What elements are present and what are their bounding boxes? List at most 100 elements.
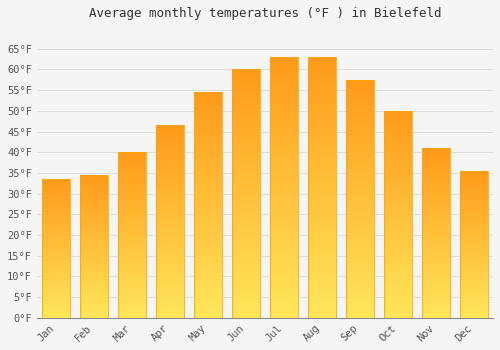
Bar bbox=[422, 243, 450, 246]
Bar bbox=[346, 208, 374, 213]
Bar bbox=[422, 230, 450, 233]
Bar bbox=[308, 68, 336, 73]
Bar bbox=[384, 186, 411, 189]
Bar bbox=[156, 183, 184, 187]
Bar bbox=[384, 132, 411, 136]
Bar bbox=[156, 264, 184, 268]
Bar bbox=[42, 188, 70, 190]
Bar bbox=[80, 258, 108, 261]
Bar bbox=[156, 233, 184, 237]
Bar bbox=[232, 298, 260, 303]
Bar bbox=[460, 230, 487, 233]
Bar bbox=[422, 236, 450, 240]
Bar bbox=[460, 236, 487, 238]
Bar bbox=[156, 125, 184, 129]
Bar bbox=[156, 291, 184, 295]
Bar bbox=[156, 225, 184, 229]
Bar bbox=[232, 209, 260, 214]
Bar bbox=[42, 237, 70, 240]
Bar bbox=[270, 156, 297, 161]
Bar bbox=[384, 181, 411, 186]
Bar bbox=[308, 313, 336, 318]
Bar bbox=[308, 245, 336, 250]
Bar bbox=[346, 118, 374, 122]
Bar bbox=[422, 280, 450, 284]
Bar bbox=[80, 232, 108, 235]
Bar bbox=[270, 73, 297, 78]
Bar bbox=[308, 276, 336, 281]
Bar bbox=[270, 276, 297, 281]
Bar bbox=[156, 275, 184, 279]
Bar bbox=[80, 286, 108, 289]
Bar bbox=[42, 276, 70, 279]
Bar bbox=[156, 137, 184, 141]
Bar bbox=[270, 203, 297, 208]
Bar bbox=[346, 261, 374, 266]
Bar bbox=[460, 286, 487, 288]
Bar bbox=[118, 162, 146, 166]
Bar bbox=[346, 146, 374, 151]
Bar bbox=[42, 234, 70, 237]
Bar bbox=[422, 250, 450, 253]
Bar bbox=[156, 133, 184, 137]
Bar bbox=[346, 113, 374, 118]
Bar bbox=[194, 300, 222, 304]
Bar bbox=[346, 108, 374, 113]
Bar bbox=[232, 159, 260, 164]
Bar bbox=[460, 315, 487, 318]
Bar bbox=[80, 218, 108, 221]
Bar bbox=[422, 267, 450, 270]
Bar bbox=[156, 237, 184, 241]
Bar bbox=[232, 248, 260, 253]
Bar bbox=[118, 152, 146, 155]
Bar bbox=[194, 241, 222, 246]
Bar bbox=[384, 218, 411, 223]
Bar bbox=[384, 289, 411, 293]
Bar bbox=[422, 148, 450, 318]
Bar bbox=[384, 247, 411, 252]
Bar bbox=[118, 179, 146, 182]
Bar bbox=[270, 151, 297, 156]
Bar bbox=[308, 146, 336, 151]
Bar bbox=[194, 106, 222, 110]
Bar bbox=[118, 242, 146, 245]
Bar bbox=[156, 125, 184, 318]
Bar bbox=[232, 134, 260, 139]
Bar bbox=[422, 253, 450, 257]
Bar bbox=[232, 204, 260, 209]
Bar bbox=[422, 152, 450, 155]
Bar bbox=[118, 288, 146, 291]
Bar bbox=[384, 115, 411, 119]
Bar bbox=[384, 123, 411, 127]
Bar bbox=[384, 272, 411, 276]
Bar bbox=[308, 57, 336, 62]
Bar bbox=[270, 135, 297, 140]
Bar bbox=[270, 104, 297, 109]
Bar bbox=[194, 146, 222, 151]
Bar bbox=[156, 295, 184, 299]
Bar bbox=[270, 255, 297, 260]
Bar bbox=[42, 201, 70, 204]
Bar bbox=[232, 119, 260, 124]
Bar bbox=[194, 92, 222, 318]
Bar bbox=[384, 256, 411, 260]
Bar bbox=[42, 268, 70, 271]
Bar bbox=[460, 274, 487, 277]
Bar bbox=[308, 255, 336, 260]
Bar bbox=[118, 175, 146, 179]
Bar bbox=[422, 308, 450, 311]
Bar bbox=[460, 306, 487, 309]
Bar bbox=[232, 223, 260, 229]
Bar bbox=[194, 124, 222, 128]
Bar bbox=[460, 312, 487, 315]
Bar bbox=[460, 262, 487, 265]
Bar bbox=[194, 309, 222, 313]
Bar bbox=[80, 198, 108, 201]
Bar bbox=[422, 199, 450, 202]
Bar bbox=[194, 210, 222, 214]
Bar bbox=[460, 297, 487, 300]
Bar bbox=[384, 297, 411, 301]
Bar bbox=[42, 262, 70, 265]
Bar bbox=[118, 172, 146, 175]
Bar bbox=[460, 288, 487, 292]
